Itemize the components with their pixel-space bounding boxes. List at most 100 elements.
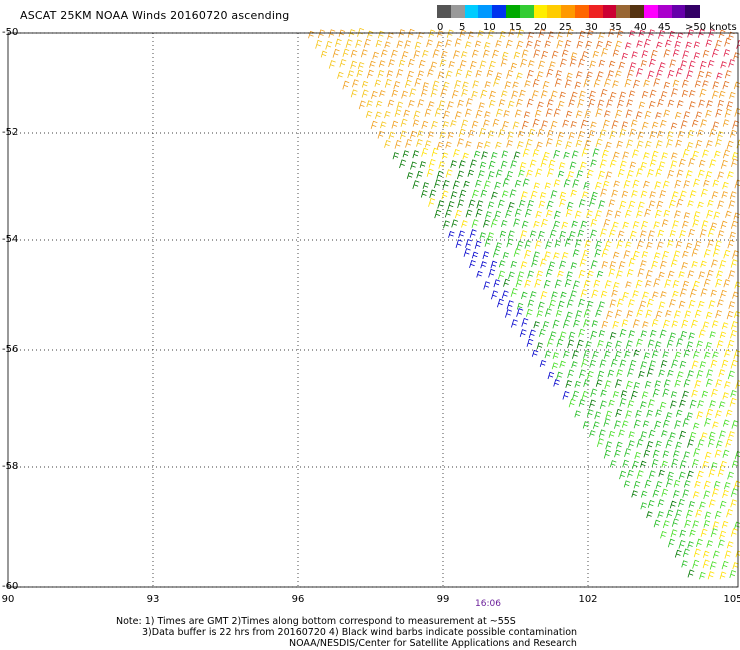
wind-barb [469, 159, 477, 168]
wind-barb [444, 209, 452, 218]
wind-barb [612, 49, 620, 57]
wind-barb [528, 329, 536, 339]
wind-barb [590, 260, 598, 270]
wind-barb [537, 128, 545, 137]
wind-barb [328, 60, 336, 69]
wind-barb [384, 41, 391, 49]
wind-barb [615, 309, 622, 319]
wind-barb [688, 228, 696, 238]
wind-barb [693, 350, 700, 359]
wind-barb [516, 240, 524, 249]
wind-barb [553, 179, 561, 187]
wind-barb [502, 178, 510, 187]
wind-barb [667, 69, 675, 79]
wind-barb [711, 320, 719, 328]
wind-barb [707, 228, 715, 238]
wind-barb [672, 49, 680, 57]
wind-barb [476, 270, 483, 278]
wind-barb [729, 231, 736, 239]
wind-barb [493, 279, 501, 288]
wind-barb [527, 299, 535, 308]
wind-barb [720, 61, 727, 69]
longitude-label: 90 [1, 594, 15, 605]
wind-barb [619, 397, 627, 407]
longitude-label: 102 [578, 594, 598, 605]
wind-barb [636, 210, 643, 218]
wind-barb [432, 80, 440, 89]
wind-barb [716, 440, 723, 449]
wind-barb [693, 211, 701, 220]
wind-barb [436, 41, 443, 49]
wind-barb [553, 149, 561, 159]
wind-barb [601, 260, 609, 269]
wind-barb [559, 191, 567, 199]
wind-barb [636, 309, 644, 318]
wind-barb [376, 100, 383, 108]
wind-barb [709, 331, 716, 339]
wind-barb [553, 379, 560, 387]
wind-barb [674, 179, 682, 189]
wind-barb [596, 270, 604, 278]
wind-barb [599, 400, 607, 410]
wind-barb [465, 140, 472, 148]
wind-barb [367, 30, 374, 38]
wind-barb [600, 88, 608, 98]
wind-barb [338, 29, 346, 37]
wind-barb [697, 400, 705, 409]
wind-barb [503, 110, 510, 118]
wind-barb [506, 238, 514, 248]
wind-barb [659, 260, 667, 269]
wind-barb [715, 410, 722, 419]
wind-barb [536, 141, 543, 149]
wind-barb [658, 161, 666, 170]
wind-barb [488, 268, 496, 278]
wind-barb [459, 189, 467, 199]
wind-barb [511, 90, 519, 99]
wind-barb [555, 309, 563, 317]
wind-barb [643, 79, 650, 88]
wind-barb [429, 189, 437, 199]
wind-barb [451, 219, 459, 228]
wind-barb [682, 390, 689, 399]
wind-barb [598, 59, 606, 68]
wind-barb [678, 539, 686, 549]
wind-barb [495, 141, 502, 149]
wind-barb [471, 120, 479, 129]
wind-barb [710, 289, 717, 297]
latitude-label: -52 [2, 127, 19, 138]
wind-barb [440, 88, 448, 97]
wind-barb [618, 260, 626, 270]
wind-barb [512, 81, 519, 89]
wind-barb [524, 279, 532, 288]
wind-barb [627, 368, 635, 377]
wind-barb [693, 422, 700, 430]
wind-barb [561, 221, 569, 229]
wind-barb [534, 109, 542, 118]
wind-barb [713, 480, 721, 489]
wind-barb [356, 69, 364, 78]
wind-barb [724, 70, 732, 79]
wind-barb [427, 69, 434, 77]
wind-barb [512, 121, 520, 130]
wind-barb [654, 380, 662, 388]
wind-barb [667, 471, 674, 479]
wind-barb [709, 400, 716, 408]
wind-barb [650, 329, 657, 338]
wind-barb [521, 317, 529, 327]
wind-barb [529, 230, 537, 238]
wind-barb [504, 81, 512, 90]
wind-barb [497, 298, 504, 308]
wind-barb [665, 478, 673, 488]
wind-barb [647, 399, 655, 408]
wind-barb [673, 490, 680, 498]
wind-barb [631, 190, 638, 198]
wind-barb [467, 169, 475, 177]
wind-barb [697, 28, 705, 38]
wind-barb [564, 79, 572, 89]
wind-barb [531, 90, 539, 99]
wind-barb [506, 170, 514, 180]
wind-barb [517, 271, 525, 280]
wind-barb [715, 39, 722, 49]
wind-barb [480, 261, 487, 269]
wind-barb [676, 198, 684, 208]
